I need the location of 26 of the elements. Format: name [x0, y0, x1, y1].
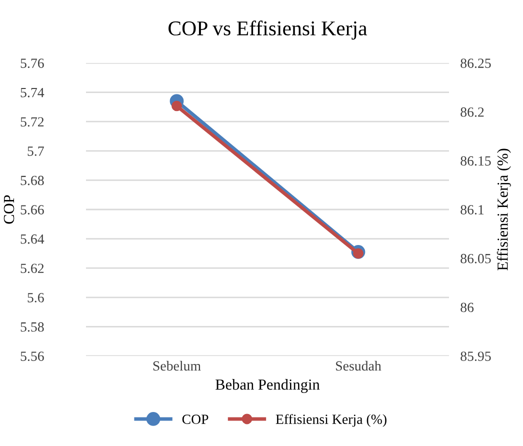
- y2-tick-label: 85.95: [460, 352, 491, 362]
- y-tick-label: 5.72: [20, 117, 44, 127]
- legend-label: COP: [182, 414, 208, 424]
- y-tick-label: 5.62: [20, 264, 44, 274]
- y-tick-label: 5.66: [20, 205, 44, 215]
- y-tick-label: 5.6: [28, 293, 44, 302]
- legend-label: Effisiensi Kerja (%): [276, 414, 386, 427]
- y2-tick-label: 86.25: [460, 58, 491, 68]
- y-tick-label: 5.7: [28, 146, 44, 156]
- y2-tick-label: 86.05: [460, 254, 491, 264]
- chart-title: COP vs Effisiensi Kerja: [168, 20, 368, 40]
- y-tick-label: 5.74: [20, 88, 44, 98]
- y2-tick-label: 86.15: [460, 156, 491, 166]
- y2-tick-label: 86: [460, 302, 474, 312]
- x-axis-title: Beban Pendingin: [216, 379, 320, 393]
- y-axis-title: COP: [4, 195, 14, 224]
- x-tick-label: Sesudah: [336, 360, 382, 371]
- y-tick-label: 5.76: [20, 58, 44, 68]
- y-tick-label: 5.58: [20, 322, 44, 332]
- y2-axis-title: Effisiensi Kerja (%): [496, 148, 511, 270]
- y2-tick-label: 86.2: [460, 107, 484, 117]
- y-tick-label: 5.68: [20, 176, 44, 186]
- x-tick-label: Sebelum: [153, 360, 201, 371]
- y-tick-label: 5.64: [20, 234, 44, 244]
- y2-tick-label: 86.1: [460, 205, 484, 215]
- y-tick-label: 5.56: [20, 352, 44, 362]
